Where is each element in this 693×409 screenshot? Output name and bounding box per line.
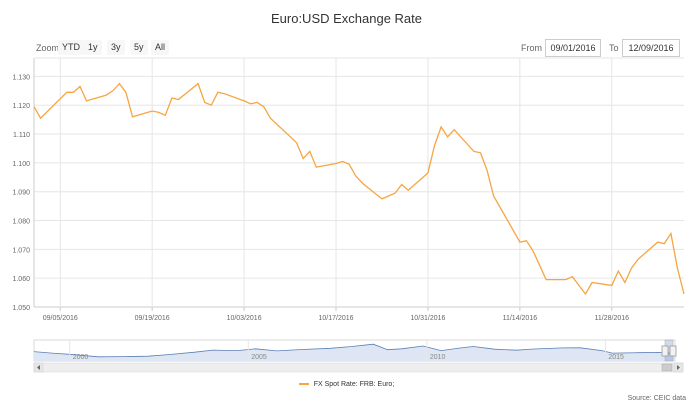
navigator-line: [33, 343, 676, 358]
x-tick-label: 10/17/2016: [318, 315, 353, 322]
legend-swatch: [298, 383, 309, 386]
y-tick-label: 1.050: [12, 305, 30, 312]
source-note: Source: CEIC data: [627, 395, 686, 402]
chart-title: Euro:USD Exchange Rate: [270, 11, 423, 26]
y-tick-label: 1.060: [12, 276, 30, 283]
range-to-label: To: [609, 43, 619, 53]
navigator-year-label: 2005: [251, 354, 267, 361]
zoom-ytd-button[interactable]: YTD: [58, 40, 84, 55]
navigator-frame: [33, 339, 676, 362]
scrollbar-right-button: [673, 362, 684, 373]
navigator-handle-left: [661, 345, 669, 357]
y-tick-label: 1.080: [12, 219, 30, 226]
navigator-selection: [664, 339, 674, 362]
zoom-all-button[interactable]: All: [151, 40, 170, 55]
navigator-year-label: 2010: [430, 354, 446, 361]
y-tick-label: 1.090: [12, 190, 30, 197]
scroll-left-icon: [37, 365, 40, 370]
legend-label: FX Spot Rate: FRB: Euro;: [313, 381, 395, 388]
grid-lines: [33, 57, 684, 308]
scroll-right-icon: [677, 365, 680, 370]
scrollbar-track: [33, 362, 684, 373]
x-tick-label: 11/28/2016: [595, 315, 630, 322]
x-tick-label: 10/03/2016: [227, 315, 262, 322]
x-axis-ticks: 09/05/2016 09/19/2016 10/03/2016 10/17/2016…: [43, 307, 629, 322]
navigator-year-label: 2015: [608, 354, 624, 361]
navigator-year-label: 2000: [73, 354, 89, 361]
navigator: 2000 2005 2010 2015: [33, 339, 684, 373]
y-tick-label: 1.100: [12, 161, 30, 168]
range-to-input[interactable]: 12/09/2016: [622, 39, 680, 57]
y-tick-label: 1.070: [12, 247, 30, 254]
y-axis-ticks: 1.050 1.060 1.070 1.080 1.090 1.100 1.110 1.120…: [12, 74, 30, 312]
series-line-fx-spot-rate: [33, 82, 685, 296]
zoom-label: Zoom: [36, 43, 60, 53]
y-tick-label: 1.130: [12, 74, 30, 81]
range-from-input[interactable]: 09/01/2016: [545, 39, 601, 57]
navigator-handle-right: [669, 345, 677, 357]
scrollbar-thumb: [661, 363, 673, 372]
scrollbar-left-button: [33, 362, 44, 373]
x-tick-label: 10/31/2016: [410, 315, 445, 322]
legend[interactable]: FX Spot Rate: FRB: Euro;: [0, 381, 693, 388]
zoom-1y-button[interactable]: 1y: [84, 40, 102, 55]
x-tick-label: 11/14/2016: [503, 315, 538, 322]
y-tick-label: 1.120: [12, 103, 30, 110]
x-tick-label: 09/19/2016: [135, 315, 170, 322]
x-tick-label: 09/05/2016: [43, 315, 78, 322]
zoom-5y-button[interactable]: 5y: [130, 40, 148, 55]
range-from-label: From: [521, 43, 542, 53]
navigator-area: [34, 344, 675, 361]
y-tick-label: 1.110: [13, 132, 30, 139]
zoom-3y-button[interactable]: 3y: [107, 40, 125, 55]
